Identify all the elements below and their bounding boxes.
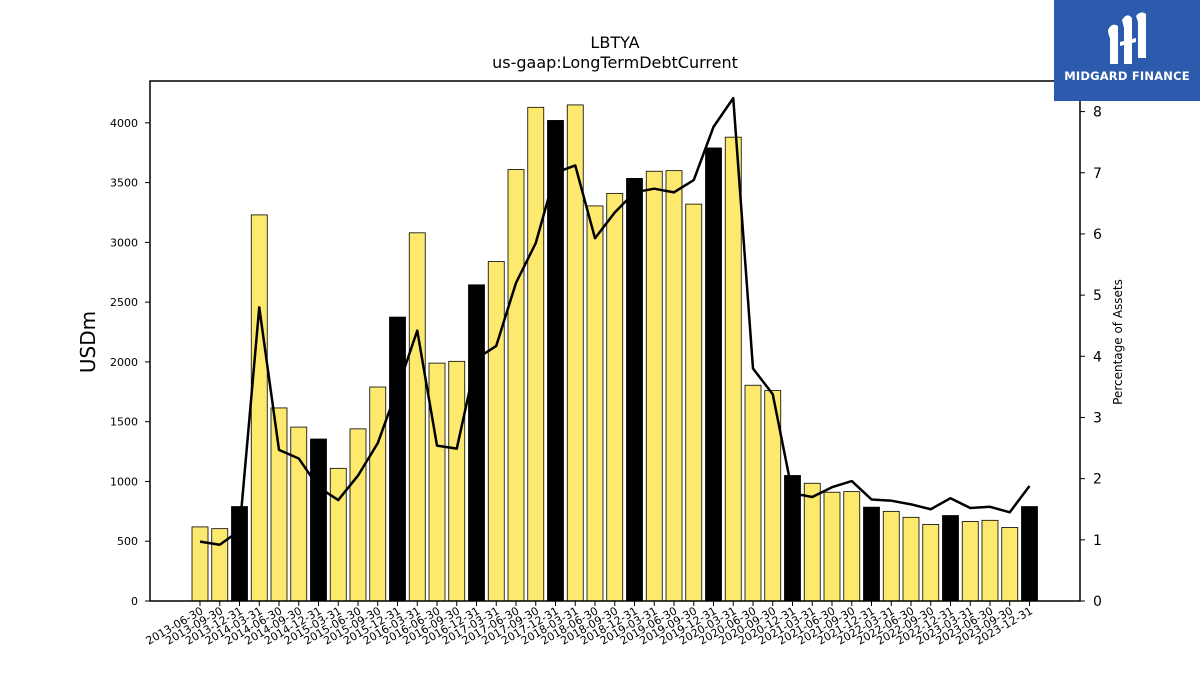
y-right-tick-label: 2 — [1093, 472, 1102, 488]
bar-2014-09-30 — [290, 426, 308, 602]
bar-2022-03-31 — [882, 510, 900, 602]
bar-2018-09-30 — [606, 192, 624, 602]
bar-2015-12-31 — [389, 316, 406, 602]
bar-2017-09-30 — [527, 106, 545, 602]
y-axis-right-label: Percentage of Assets — [1111, 279, 1125, 405]
bar-2023-06-30 — [981, 519, 999, 602]
bar-2018-12-31 — [626, 178, 643, 602]
bar-2018-03-31 — [566, 104, 584, 602]
y-tick-label: 500 — [117, 535, 138, 548]
bar-2021-06-30 — [823, 491, 841, 602]
y-right-tick-label: 3 — [1093, 410, 1102, 426]
y-tick-label: 1000 — [110, 475, 138, 488]
bar-2021-12-31 — [863, 506, 880, 602]
y-right-tick-label: 0 — [1093, 594, 1102, 610]
y-right-tick-label: 8 — [1093, 105, 1102, 121]
line-series — [199, 96, 1031, 546]
bar-2014-06-30 — [270, 407, 288, 602]
bar-2022-09-30 — [922, 524, 940, 602]
bar-2017-06-30 — [507, 169, 525, 602]
bar-2020-03-31 — [724, 136, 742, 602]
chart-subtitle: us-gaap:LongTermDebtCurrent — [492, 53, 738, 72]
bar-series — [191, 104, 1038, 602]
bar-2019-12-31 — [705, 147, 722, 602]
bar-2019-09-30 — [685, 203, 703, 602]
bar-2015-09-30 — [369, 386, 387, 602]
bar-2017-03-31 — [487, 261, 505, 602]
bar-2019-03-31 — [645, 170, 663, 602]
bar-2015-06-30 — [349, 428, 367, 602]
bar-2022-12-31 — [942, 515, 959, 602]
y-right-tick-label: 7 — [1093, 166, 1102, 182]
y-right-tick-label: 6 — [1093, 227, 1102, 243]
y-tick-label: 2500 — [110, 296, 138, 309]
bar-2021-09-30 — [843, 491, 861, 602]
brand-logo-text: MIDGARD FINANCE — [1064, 69, 1190, 83]
bar-2023-12-31 — [1021, 506, 1038, 602]
bar-2021-03-31 — [803, 482, 821, 602]
percentage-of-assets-line — [199, 96, 1031, 546]
bar-2018-06-30 — [586, 205, 604, 602]
y-axis-label: USDm — [76, 311, 100, 373]
brand-logo: MIDGARD FINANCE — [1054, 0, 1200, 101]
y-tick-label: 3500 — [110, 177, 138, 190]
bar-2023-09-30 — [1001, 527, 1019, 602]
y-tick-label: 1500 — [110, 416, 138, 429]
bar-2015-03-31 — [329, 467, 347, 602]
axes: 0 500 1000 1500 2000 2500 3000 3500 4000 0 1 2 3 4 5 6 7… — [110, 80, 1102, 648]
chart-title: LBTYA — [590, 33, 639, 52]
bar-2022-06-30 — [902, 516, 920, 602]
bar-2016-09-30 — [448, 360, 466, 602]
y-tick-label: 3000 — [110, 236, 138, 249]
bar-2013-06-30 — [191, 526, 209, 602]
y-tick-label: 0 — [131, 595, 138, 608]
bar-2016-03-31 — [408, 232, 426, 602]
bar-2020-06-30 — [744, 384, 762, 602]
bar-2016-12-31 — [468, 284, 485, 602]
bar-2014-12-31 — [310, 438, 327, 602]
y-right-tick-label: 4 — [1093, 349, 1102, 365]
bar-2014-03-31 — [250, 214, 268, 602]
y-tick-label: 2000 — [110, 356, 138, 369]
bar-2023-03-31 — [961, 521, 979, 602]
y-right-tick-label: 5 — [1093, 288, 1102, 304]
bar-2019-06-30 — [665, 170, 683, 602]
y-right-tick-label: 1 — [1093, 533, 1102, 549]
midgard-logo-icon — [1108, 12, 1146, 65]
bar-2016-06-30 — [428, 362, 446, 602]
y-tick-label: 4000 — [110, 117, 138, 130]
